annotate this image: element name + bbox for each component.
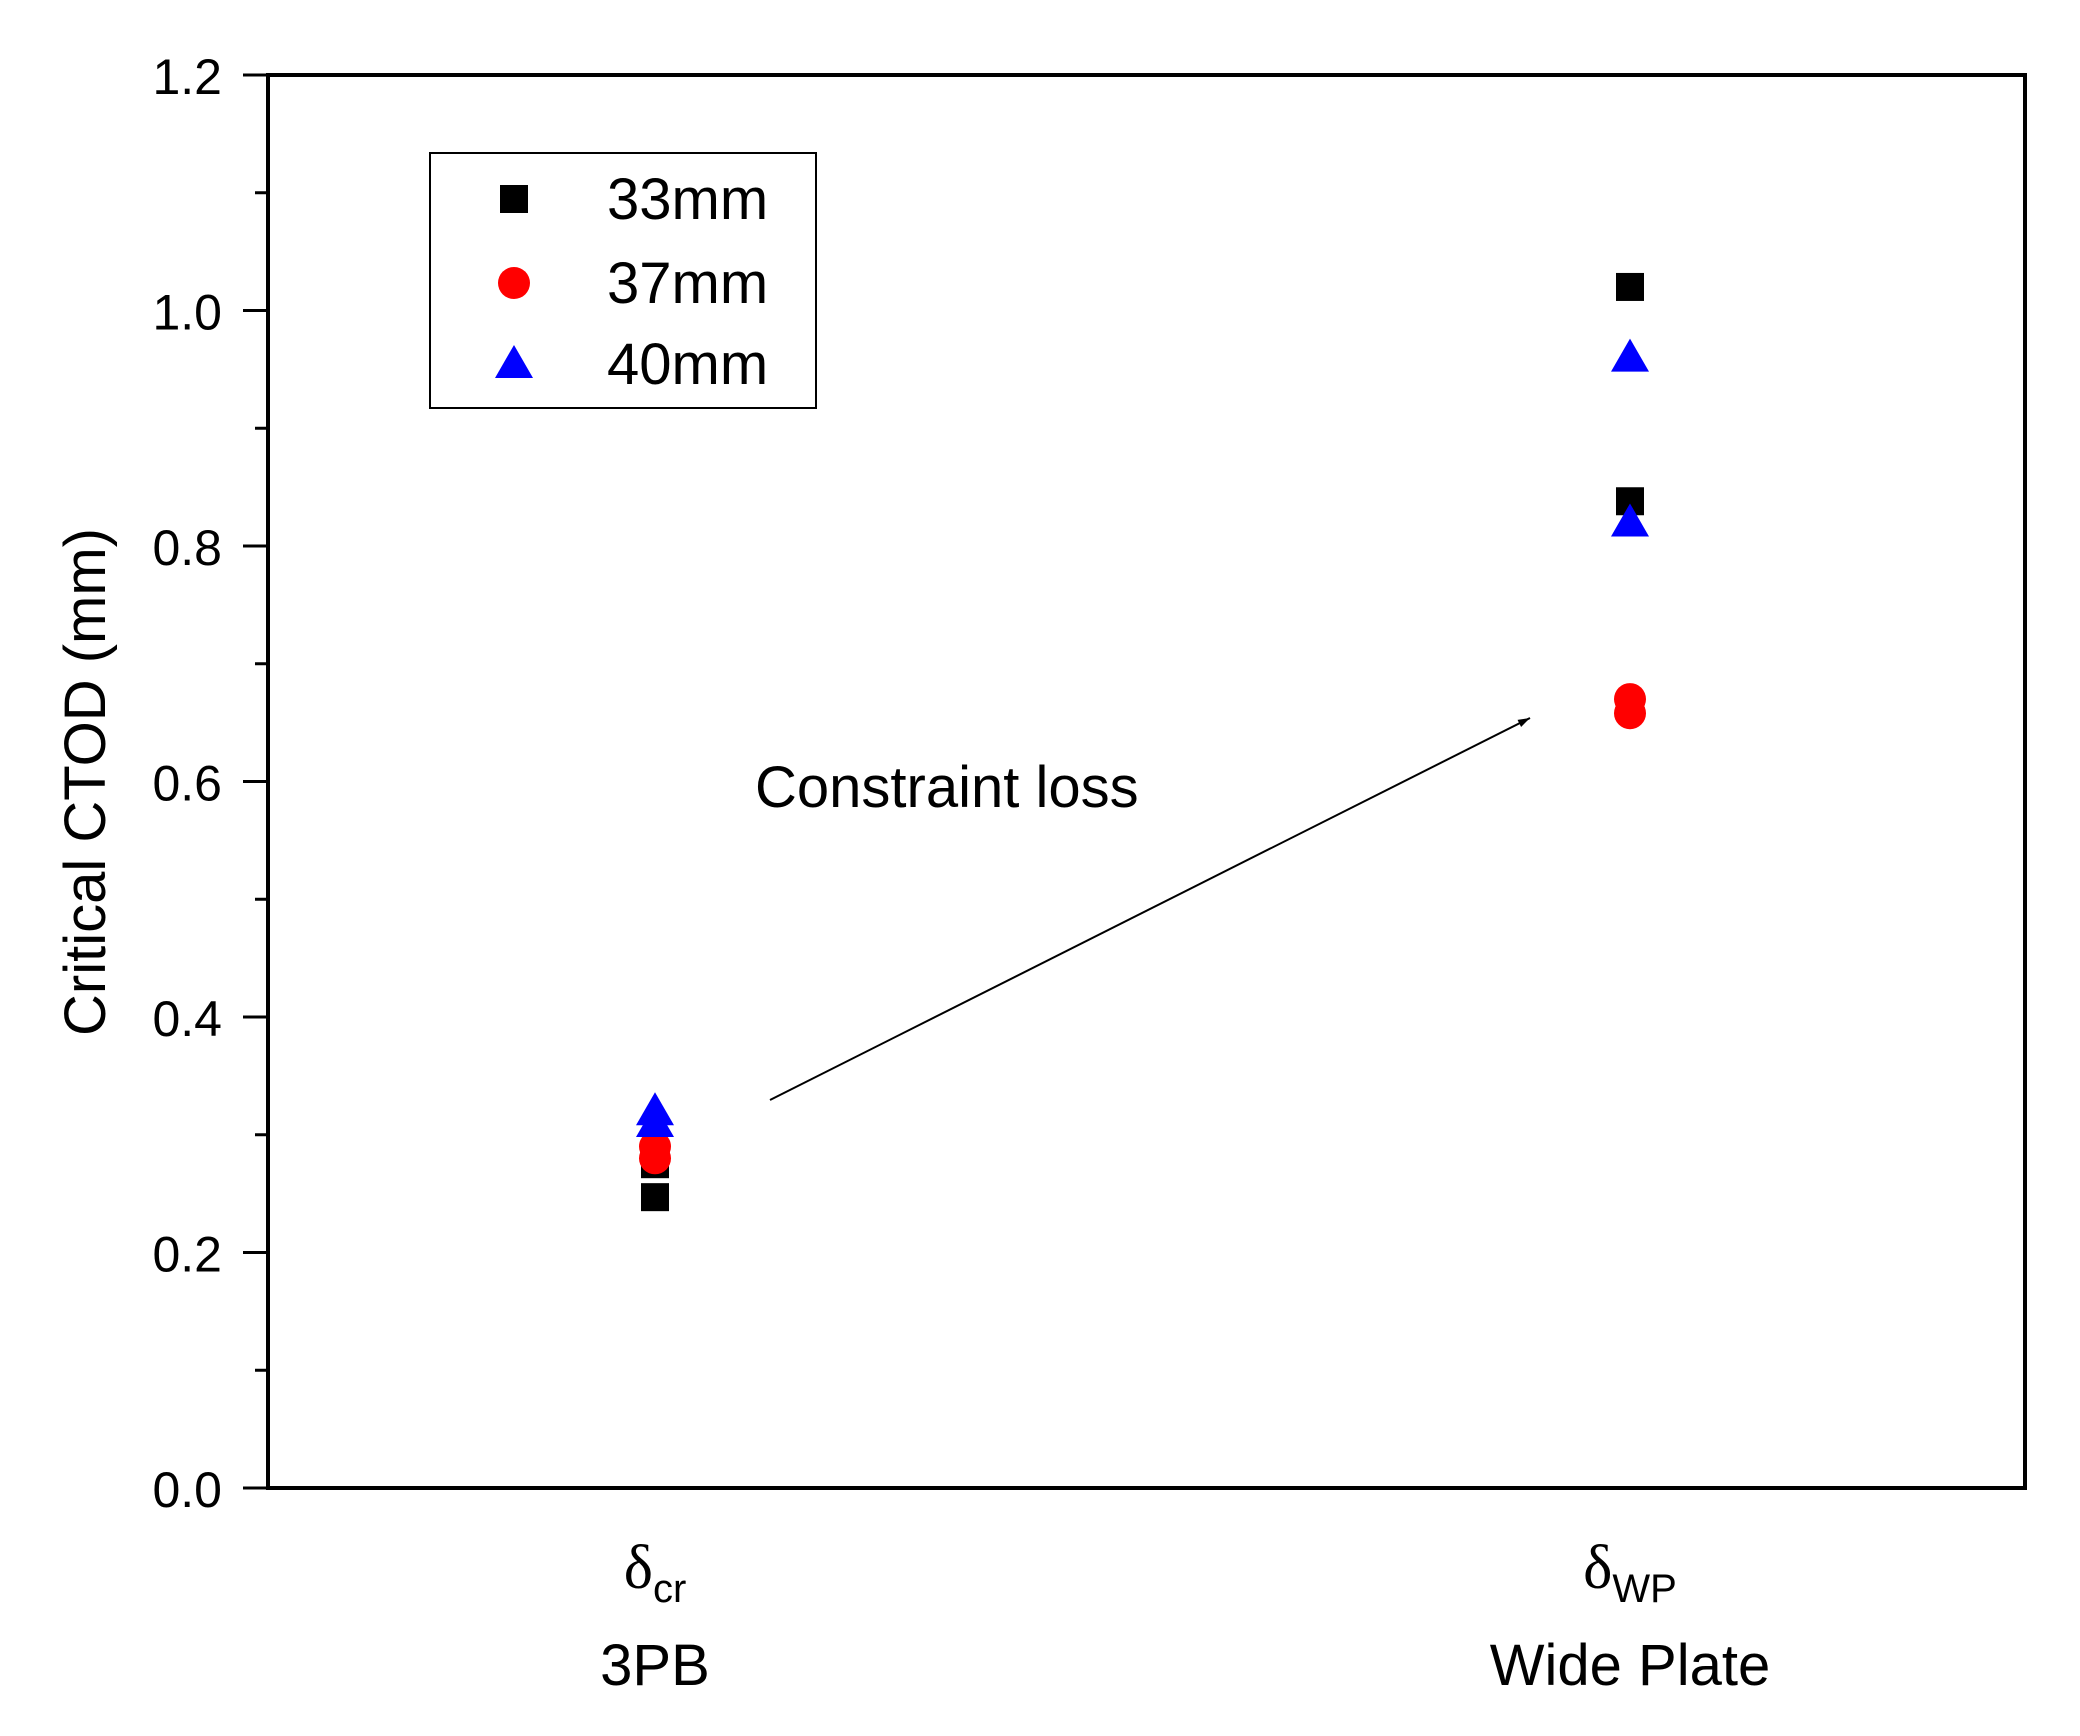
constraint-loss-arrow bbox=[769, 717, 1531, 1101]
x-category-symbol: δWP bbox=[1583, 1534, 1677, 1611]
y-axis: 0.0 0.2 0.4 0.6 0.8 1.0 1.2 bbox=[152, 49, 268, 1518]
data-point-40mm bbox=[1611, 503, 1649, 537]
x-category-symbol: δcr bbox=[624, 1534, 687, 1611]
x-axis: δcr 3PB δWP Wide Plate bbox=[600, 1534, 1770, 1698]
y-tick-label: 0.8 bbox=[152, 520, 222, 576]
legend-box bbox=[429, 152, 817, 409]
legend: 33mm 37mm 40mm bbox=[429, 152, 817, 409]
legend-marker-33mm bbox=[500, 185, 528, 213]
legend-label: 40mm bbox=[607, 332, 768, 397]
y-tick-label: 1.0 bbox=[152, 285, 222, 341]
legend-label: 37mm bbox=[607, 251, 768, 316]
data-points bbox=[636, 272, 1649, 1212]
data-point-33mm bbox=[1616, 272, 1644, 301]
y-tick-label: 0.6 bbox=[152, 756, 222, 812]
y-tick-label: 0.4 bbox=[152, 991, 222, 1047]
y-tick-label: 0.0 bbox=[152, 1462, 222, 1518]
data-point-37mm bbox=[639, 1130, 671, 1163]
legend-marker-37mm bbox=[498, 267, 530, 299]
data-point-40mm bbox=[1611, 338, 1649, 372]
y-tick-label: 0.2 bbox=[152, 1227, 222, 1283]
legend-marker-40mm bbox=[495, 345, 533, 378]
y-axis-label: Critical CTOD (mm) bbox=[53, 528, 118, 1036]
x-category-label: Wide Plate bbox=[1490, 1633, 1770, 1698]
y-tick-label: 1.2 bbox=[152, 49, 222, 105]
data-point-33mm bbox=[641, 1183, 669, 1212]
data-point-40mm bbox=[636, 1092, 674, 1126]
annotation-text: Constraint loss bbox=[755, 755, 1139, 820]
data-point-37mm bbox=[1614, 697, 1646, 730]
x-category-label: 3PB bbox=[600, 1633, 710, 1698]
legend-label: 33mm bbox=[607, 167, 768, 232]
